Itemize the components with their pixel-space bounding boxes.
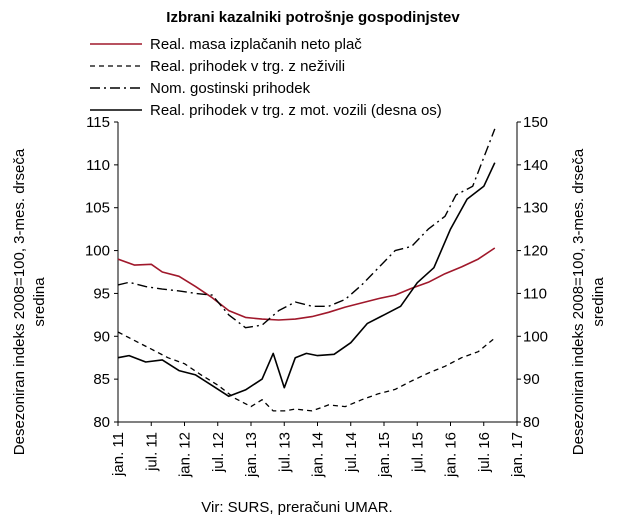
x-tick-label: jan. 11: [110, 432, 127, 477]
y-right-tick-label: 120: [523, 243, 548, 260]
y-left-tick-label: 115: [86, 114, 110, 131]
y-axis-right-label: Desezoniran indeks 2008=100, 3-mes. drse…: [570, 148, 607, 455]
series-line-3: [117, 128, 496, 329]
legend-label-2: Real. prihodek v trg. z neživili: [150, 58, 345, 75]
legend-label-4: Real. prihodek v trg. z mot. vozili (des…: [150, 102, 442, 119]
legend-label-1: Real. masa izplačanih neto plač: [150, 36, 362, 53]
x-tick-label: jul. 13: [276, 432, 293, 473]
source-note: Vir: SURS, preračuni UMAR.: [201, 499, 392, 516]
series-line-4: [117, 162, 496, 398]
y-right-tick-label: 100: [523, 328, 548, 345]
y-left-tick-label: 110: [86, 157, 110, 174]
y-left-tick-label: 105: [85, 200, 110, 217]
x-tick-label: jan. 17: [509, 432, 526, 478]
x-tick-label: jul. 15: [409, 432, 426, 473]
y-left-tick-label: 85: [93, 371, 110, 388]
plot-area: 80 85 90 95 100 105 110 115 80 90 100 110 120 130 140 1…: [85, 114, 548, 478]
x-tick-label: jul. 12: [210, 432, 227, 473]
y-right-tick-label: 140: [523, 157, 548, 174]
legend-label-3: Nom. gostinski prihodek: [150, 80, 311, 97]
y-left-tick-label: 90: [93, 328, 110, 345]
x-tick-label: jul. 11: [143, 432, 160, 472]
y-right-tick-label: 110: [523, 285, 547, 302]
x-tick-label: jul. 14: [343, 432, 360, 473]
x-tick-label: jul. 16: [476, 432, 493, 473]
x-tick-label: jan. 15: [376, 432, 393, 478]
y-axis-left-label: Desezoniran indeks 2008=100, 3-mes. drse…: [11, 148, 48, 455]
series-line-2: [117, 331, 496, 412]
legend: Real. masa izplačanih neto plač Real. pri…: [90, 36, 442, 119]
chart-title: Izbrani kazalniki potrošnje gospodinjste…: [166, 9, 460, 26]
y-right-tick-label: 130: [523, 200, 548, 217]
y-left-tick-label: 100: [85, 243, 110, 260]
y-right-tick-label: 90: [523, 371, 540, 388]
y-left-tick-label: 95: [93, 285, 110, 302]
y-right-tick-label: 150: [523, 114, 548, 131]
x-tick-label: jan. 12: [177, 432, 194, 478]
series-line-1: [117, 247, 496, 321]
x-tick-label: jan. 16: [443, 432, 460, 478]
y-right-tick-label: 80: [523, 414, 540, 431]
y-left-tick-label: 80: [93, 414, 110, 431]
x-tick-label: jan. 13: [243, 432, 260, 478]
x-tick-label: jan. 14: [310, 432, 327, 478]
